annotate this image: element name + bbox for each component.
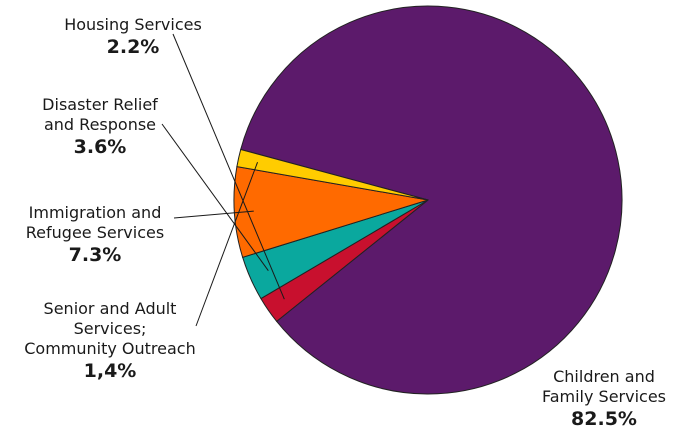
label-percent: 7.3%	[69, 244, 122, 266]
label-percent: 3.6%	[74, 136, 127, 158]
slice-children-and-family-services	[240, 5, 623, 395]
leader-line-disaster-relief-and-response	[161, 123, 269, 271]
label-name-line: Family Services	[542, 387, 666, 406]
label-percent: 1,4%	[84, 360, 137, 382]
label-immigration-and-refugee-services: Immigration and Refugee Services 7.3%	[26, 203, 164, 266]
label-name-line: Community Outreach	[24, 339, 196, 358]
slice-labels: Children and Family Services 82.5% Housing …	[24, 15, 666, 430]
leader-lines	[161, 33, 285, 327]
label-name-line: Children and	[553, 367, 655, 386]
leader-line-housing-services	[172, 33, 285, 300]
label-percent: 82.5%	[571, 408, 637, 430]
label-name-line: Housing Services	[64, 15, 202, 34]
label-name-line: Refugee Services	[26, 223, 164, 242]
label-senior-and-adult-services-community-outreach: Senior and Adult Services; Community Outre…	[24, 299, 196, 382]
label-disaster-relief-and-response: Disaster Relief and Response 3.6%	[42, 95, 158, 158]
label-name-line: and Response	[44, 115, 156, 134]
leader-line-immigration-and-refugee-services	[173, 210, 254, 219]
pie-slices	[233, 5, 623, 395]
leader-line-senior-and-adult-services-community-outreach	[195, 162, 259, 327]
label-name-line: Senior and Adult	[44, 299, 177, 318]
label-name-line: Disaster Relief	[42, 95, 158, 114]
label-children-and-family-services: Children and Family Services 82.5%	[542, 367, 666, 430]
label-housing-services: Housing Services 2.2%	[64, 15, 202, 58]
label-name-line: Services;	[74, 319, 147, 338]
slice-senior-and-adult-services-community-outreach	[236, 148, 429, 201]
label-name-line: Immigration and	[29, 203, 162, 222]
label-percent: 2.2%	[107, 36, 160, 58]
